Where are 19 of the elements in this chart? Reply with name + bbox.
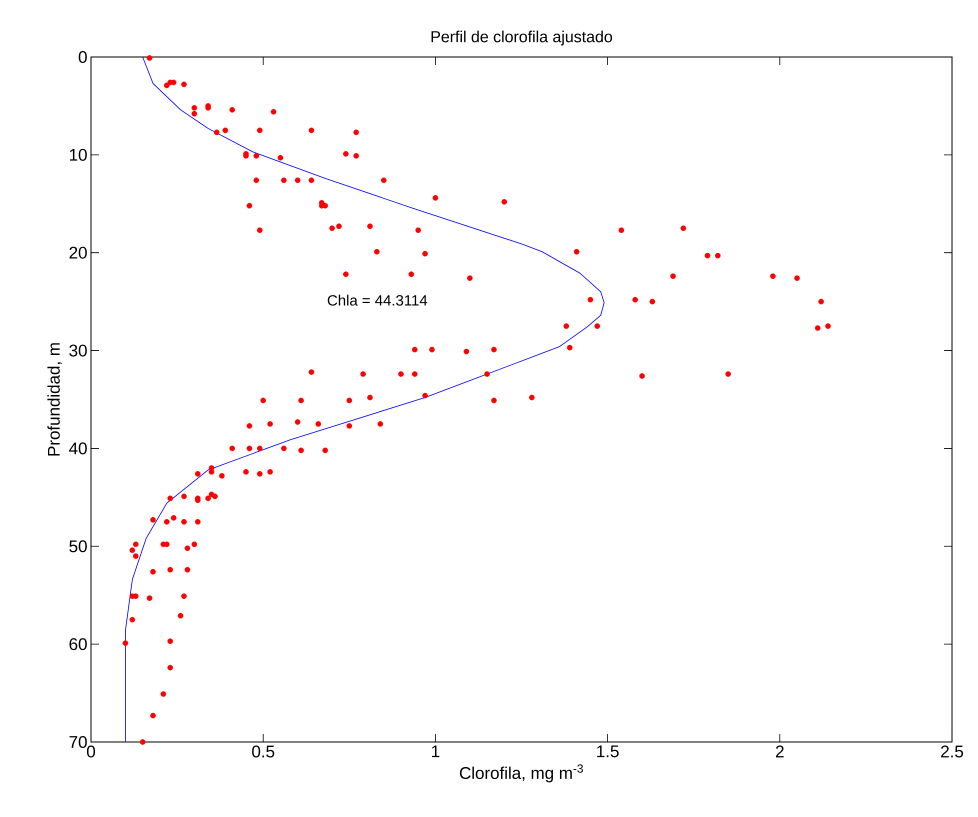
- x-tick-label: 2: [776, 746, 784, 758]
- x-axis-title: Clorofila, mg m$^{-3}$: [460, 764, 583, 782]
- y-tick-label: 20: [70, 246, 87, 259]
- x-tick-label: 0.5: [252, 746, 274, 758]
- y-tick-label: 0: [78, 50, 87, 63]
- y-tick-label: 30: [69, 344, 87, 357]
- y-tick-label: 50: [69, 540, 87, 552]
- y-tick-label: 70: [70, 736, 87, 748]
- x-tick-label: 1.5: [597, 746, 619, 758]
- x-tick-label: 1: [432, 746, 440, 758]
- y-tick-label: 40: [69, 442, 87, 454]
- annotation: Chla = 44.3114: [328, 294, 428, 306]
- chart-title: Perfil de clorofila ajustado: [432, 30, 612, 46]
- x-tick-label: 2.5: [941, 746, 964, 758]
- y-tick-label: 60: [70, 638, 87, 650]
- line-series: [125, 56, 605, 742]
- y-axis-title: Profundidad, m: [47, 343, 62, 456]
- y-tick-label: 10: [70, 148, 87, 161]
- x-tick-label: 0: [86, 746, 96, 758]
